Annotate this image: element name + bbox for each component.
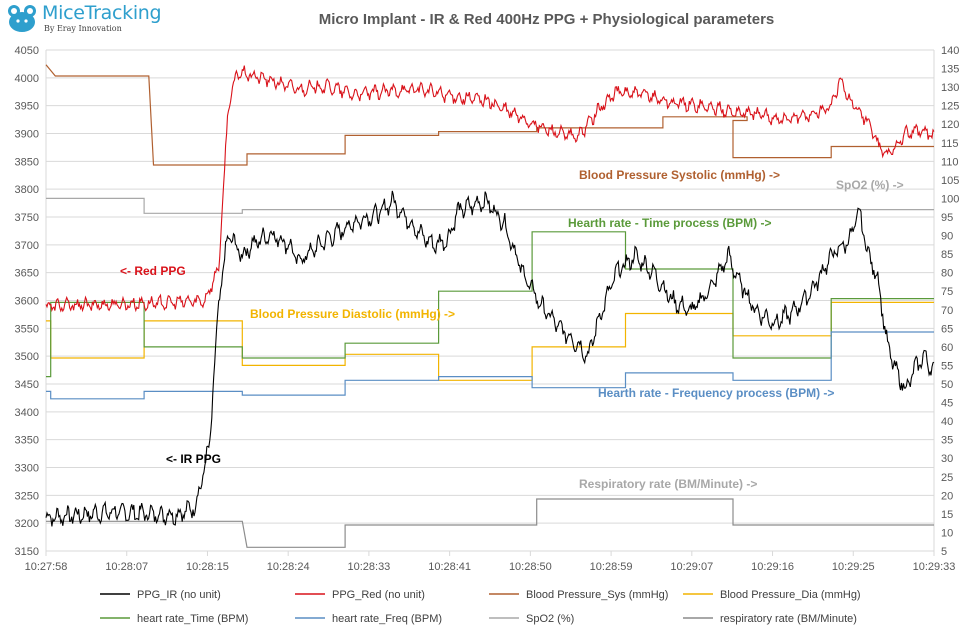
- series-line-ppg-ir: [45, 190, 935, 527]
- legend-label: respiratory rate (BM/Minute): [720, 613, 857, 625]
- y-axis-right: 5 10 15 20 25 30 35 40 45 50 55 60 65 70 75 80 85 90 95 100…: [941, 45, 959, 558]
- legend-label: PPG_IR (no unit): [137, 589, 221, 601]
- y-left-tick-label: 3550: [15, 323, 39, 335]
- legend-label: Blood Pressure_Dia (mmHg): [720, 589, 861, 601]
- y-right-tick-label: 80: [941, 268, 953, 280]
- mouse-logo-icon: [8, 5, 36, 32]
- y-right-tick-label: 5: [941, 546, 947, 558]
- y-right-tick-label: 120: [941, 119, 959, 131]
- series-line-resp: [46, 498, 934, 548]
- y-right-tick-label: 35: [941, 435, 953, 447]
- y-left-tick-label: 3200: [15, 518, 39, 530]
- y-right-tick-label: 20: [941, 490, 953, 502]
- annotation-bp-diastolic: Blood Pressure Diastolic (mmHg) ->: [250, 307, 456, 321]
- y-left-tick-label: 3850: [15, 156, 39, 168]
- y-right-tick-label: 65: [941, 323, 953, 335]
- y-right-tick-label: 25: [941, 472, 953, 484]
- y-left-tick-label: 3600: [15, 296, 39, 308]
- y-right-tick-label: 130: [941, 82, 959, 94]
- y-right-tick-label: 115: [941, 138, 959, 150]
- y-left-tick-label: 3500: [15, 351, 39, 363]
- y-right-tick-label: 10: [941, 527, 953, 539]
- legend: PPG_IR (no unit) PPG_Red (no unit) Blood P…: [100, 589, 861, 625]
- y-right-tick-label: 110: [941, 156, 959, 168]
- x-tick-label: 10:28:07: [105, 561, 148, 573]
- series-line-spo2: [46, 197, 934, 214]
- y-right-tick-label: 125: [941, 101, 959, 113]
- y-right-tick-label: 60: [941, 342, 953, 354]
- legend-label: heart rate_Freq (BPM): [332, 613, 442, 625]
- y-left-tick-label: 3800: [15, 184, 39, 196]
- chart-title: Micro Implant - IR & Red 400Hz PPG + Phy…: [318, 11, 775, 28]
- y-right-tick-label: 45: [941, 398, 953, 410]
- x-axis: 10:27:58 10:28:07 10:28:15 10:28:24 10:28:33…: [25, 551, 956, 573]
- x-tick-label: 10:28:33: [347, 561, 390, 573]
- y-left-tick-label: 3900: [15, 129, 39, 141]
- y-right-tick-label: 55: [941, 360, 953, 372]
- logo: MiceTracking By Eray Innovation: [4, 2, 184, 38]
- legend-label: heart rate_Time (BPM): [137, 613, 248, 625]
- y-left-tick-label: 3700: [15, 240, 39, 252]
- y-left-tick-label: 3950: [15, 101, 39, 113]
- x-tick-label: 10:27:58: [25, 561, 68, 573]
- y-left-tick-label: 4050: [15, 45, 39, 57]
- y-right-tick-label: 15: [941, 509, 953, 521]
- annotation-red-ppg: <- Red PPG: [120, 264, 186, 278]
- legend-label: SpO2 (%): [526, 613, 574, 625]
- x-tick-label: 10:28:15: [186, 561, 229, 573]
- y-right-tick-label: 105: [941, 175, 959, 187]
- y-left-tick-label: 3750: [15, 212, 39, 224]
- y-right-tick-label: 95: [941, 212, 953, 224]
- x-tick-label: 10:28:59: [590, 561, 633, 573]
- annotation-ir-ppg: <- IR PPG: [166, 452, 222, 466]
- x-tick-label: 10:29:07: [670, 561, 713, 573]
- series-line-bp-sys: [45, 64, 934, 166]
- series-line-bp-dia: [46, 301, 934, 381]
- y-right-tick-label: 40: [941, 416, 953, 428]
- y-left-tick-label: 3350: [15, 435, 39, 447]
- annotation-hr-time: Hearth rate - Time process (BPM) ->: [568, 216, 772, 230]
- y-right-tick-label: 100: [941, 193, 959, 205]
- y-axis-left: 3150 3200 3250 3300 3350 3400 3450 3500 3550 3600…: [15, 45, 39, 558]
- y-right-tick-label: 70: [941, 305, 953, 317]
- series-line-ppg-red: [45, 65, 935, 313]
- series-line-hr-time: [46, 231, 934, 378]
- x-tick-label: 10:29:16: [751, 561, 794, 573]
- y-right-tick-label: 90: [941, 231, 953, 243]
- x-tick-label: 10:29:33: [913, 561, 956, 573]
- legend-label: PPG_Red (no unit): [332, 589, 425, 601]
- y-right-tick-label: 140: [941, 45, 959, 57]
- y-right-tick-label: 75: [941, 286, 953, 298]
- x-tick-label: 10:28:50: [509, 561, 552, 573]
- y-right-tick-label: 30: [941, 453, 953, 465]
- y-right-tick-label: 50: [941, 379, 953, 391]
- logo-tagline: By Eray Innovation: [44, 24, 122, 33]
- series-line-hr-freq: [46, 331, 934, 400]
- series-layer: [45, 64, 935, 548]
- legend-label: Blood Pressure_Sys (mmHg): [526, 589, 668, 601]
- y-right-tick-label: 85: [941, 249, 953, 261]
- x-tick-label: 10:29:25: [832, 561, 875, 573]
- y-left-tick-label: 3150: [15, 546, 39, 558]
- y-left-tick-label: 3300: [15, 463, 39, 475]
- y-right-tick-label: 135: [941, 64, 959, 76]
- annotation-hr-freq: Hearth rate - Frequency process (BPM) ->: [598, 386, 835, 400]
- gridlines: [45, 49, 935, 552]
- logo-text: MiceTracking: [42, 2, 162, 24]
- x-tick-label: 10:28:24: [267, 561, 310, 573]
- y-left-tick-label: 3450: [15, 379, 39, 391]
- y-left-tick-label: 3250: [15, 490, 39, 502]
- y-left-tick-label: 3400: [15, 407, 39, 419]
- annotation-bp-systolic: Blood Pressure Systolic (mmHg) ->: [579, 168, 781, 182]
- annotation-resp-rate: Respiratory rate (BM/Minute) ->: [579, 477, 758, 491]
- x-tick-label: 10:28:41: [428, 561, 471, 573]
- annotation-spo2: SpO2 (%) ->: [836, 178, 904, 192]
- y-left-tick-label: 4000: [15, 73, 39, 85]
- y-left-tick-label: 3650: [15, 268, 39, 280]
